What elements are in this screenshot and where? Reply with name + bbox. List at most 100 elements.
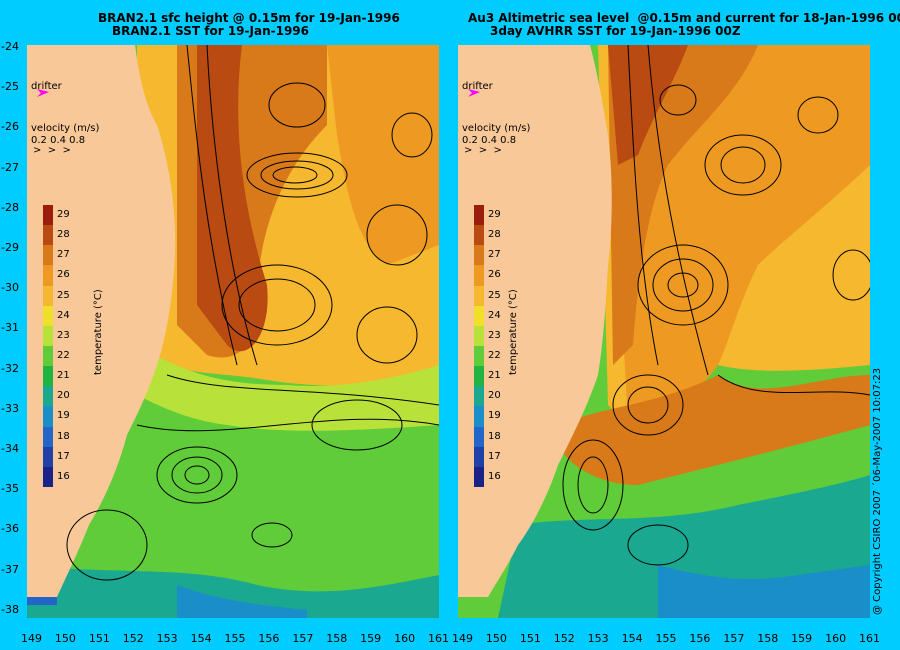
- right-velocity-arrows: > > >: [464, 145, 502, 156]
- y-tick-label: -35: [1, 482, 19, 496]
- colorbar-swatch: [43, 245, 53, 266]
- x-tick-label: 149: [452, 632, 473, 645]
- colorbar-tick-label: 23: [488, 329, 501, 341]
- colorbar-swatch: [474, 285, 484, 306]
- colorbar-swatch: [474, 366, 484, 387]
- colorbar-swatch: [43, 305, 53, 326]
- y-tick-label: -36: [1, 522, 19, 536]
- colorbar-tick-label: 28: [488, 229, 501, 241]
- left-title-line2: BRAN2.1 SST for 19-Jan-1996: [112, 24, 309, 38]
- colorbar-swatch: [43, 285, 53, 306]
- colorbar-tick-label: 19: [488, 410, 501, 422]
- y-tick-label: -38: [1, 602, 19, 616]
- copyright-text: @ Copyright CSIRO 2007 ´06-May-2007 10:0…: [872, 367, 883, 615]
- colorbar-tick-label: 22: [488, 350, 501, 361]
- right-map-panel: drifter velocity (m/s) 0.2 0.4 0.8 > > >…: [458, 45, 870, 618]
- x-tick-label: 159: [791, 632, 813, 645]
- colorbar-swatch: [474, 265, 484, 286]
- colorbar-tick-label: 16: [488, 470, 501, 482]
- right-colorbar-title: temperature (°C): [508, 289, 519, 375]
- y-tick-label: -29: [1, 241, 19, 254]
- colorbar-tick-label: 21: [488, 370, 501, 382]
- x-tick-label: 152: [122, 632, 144, 645]
- right-sst-map: [458, 45, 870, 618]
- colorbar-tick-label: 18: [488, 430, 501, 442]
- x-tick-label: 160: [825, 632, 847, 645]
- y-tick-label: -37: [1, 562, 19, 576]
- x-tick-label: 151: [519, 632, 541, 645]
- x-tick-label: 161: [428, 632, 449, 645]
- colorbar-tick-label: 27: [488, 249, 501, 261]
- x-tick-label: 154: [190, 632, 212, 645]
- colorbar-tick-label: 17: [57, 450, 70, 462]
- colorbar-swatch: [43, 265, 53, 286]
- colorbar-tick-label: 21: [57, 370, 70, 382]
- x-tick-label: 150: [485, 632, 507, 645]
- colorbar-tick-label: 17: [488, 450, 501, 462]
- x-tick-label: 161: [859, 632, 880, 645]
- y-tick-label: -33: [1, 401, 19, 415]
- colorbar-tick-label: 16: [57, 470, 70, 482]
- colorbar-swatch: [43, 386, 53, 407]
- left-drifter-marker: [37, 89, 49, 97]
- right-title-line2: 3day AVHRR SST for 19-Jan-1996 00Z: [490, 24, 741, 38]
- colorbar-tick-label: 29: [488, 209, 501, 220]
- colorbar-swatch: [474, 466, 484, 487]
- colorbar-tick-label: 24: [57, 309, 70, 321]
- colorbar-tick-label: 29: [57, 209, 70, 220]
- colorbar-swatch: [474, 205, 484, 226]
- colorbar-swatch: [43, 406, 53, 427]
- colorbar-swatch: [474, 345, 484, 367]
- y-tick-label: -27: [1, 160, 19, 174]
- x-tick-label: 156: [258, 632, 280, 645]
- left-title-line1: BRAN2.1 sfc height @ 0.15m for 19-Jan-19…: [98, 11, 400, 25]
- x-tick-label: 159: [360, 632, 382, 645]
- colorbar-swatch: [43, 446, 53, 467]
- colorbar-swatch: [474, 426, 484, 447]
- colorbar-swatch: [43, 345, 53, 367]
- colorbar-swatch: [474, 245, 484, 266]
- colorbar-tick-label: 27: [57, 249, 70, 261]
- colorbar-tick-label: 25: [57, 289, 70, 301]
- colorbar-tick-label: 24: [488, 309, 501, 321]
- x-tick-label: 153: [156, 632, 178, 645]
- right-drifter-label: drifter: [462, 81, 493, 92]
- right-drifter-marker: [468, 89, 480, 97]
- colorbar-swatch: [43, 325, 53, 346]
- x-tick-label: 155: [655, 632, 677, 645]
- colorbar-tick-label: 19: [57, 410, 70, 422]
- left-velocity-label: velocity (m/s): [31, 123, 100, 134]
- x-tick-label: 152: [553, 632, 575, 645]
- left-colorbar: [43, 205, 53, 487]
- colorbar-tick-label: 26: [57, 269, 70, 281]
- left-sst-map: [27, 45, 439, 618]
- y-tick-label: -28: [1, 200, 19, 214]
- colorbar-swatch: [43, 366, 53, 387]
- y-tick-label: -24: [1, 40, 19, 53]
- x-tick-label: 158: [757, 632, 779, 645]
- x-tick-label: 151: [88, 632, 110, 645]
- y-tick-label: -30: [1, 281, 19, 295]
- left-velocity-arrows: > > >: [33, 145, 71, 156]
- y-tick-label: -26: [1, 120, 19, 134]
- colorbar-swatch: [474, 386, 484, 407]
- colorbar-swatch: [43, 466, 53, 487]
- y-tick-label: -32: [1, 361, 19, 375]
- colorbar-swatch: [474, 225, 484, 246]
- x-tick-label: 157: [292, 632, 314, 645]
- y-tick-label: -25: [1, 80, 19, 94]
- colorbar-swatch: [474, 446, 484, 467]
- right-velocity-label: velocity (m/s): [462, 123, 531, 134]
- x-tick-label: 156: [689, 632, 711, 645]
- x-tick-label: 154: [621, 632, 643, 645]
- colorbar-swatch: [43, 426, 53, 447]
- colorbar-tick-label: 23: [57, 329, 70, 341]
- x-tick-label: 155: [224, 632, 246, 645]
- colorbar-tick-label: 18: [57, 430, 70, 442]
- colorbar-swatch: [474, 406, 484, 427]
- colorbar-swatch: [43, 205, 53, 226]
- colorbar-tick-label: 20: [488, 390, 501, 402]
- left-velocity-scale: 0.2 0.4 0.8: [31, 135, 86, 146]
- right-colorbar: [474, 205, 484, 487]
- y-tick-label: -34: [1, 442, 19, 455]
